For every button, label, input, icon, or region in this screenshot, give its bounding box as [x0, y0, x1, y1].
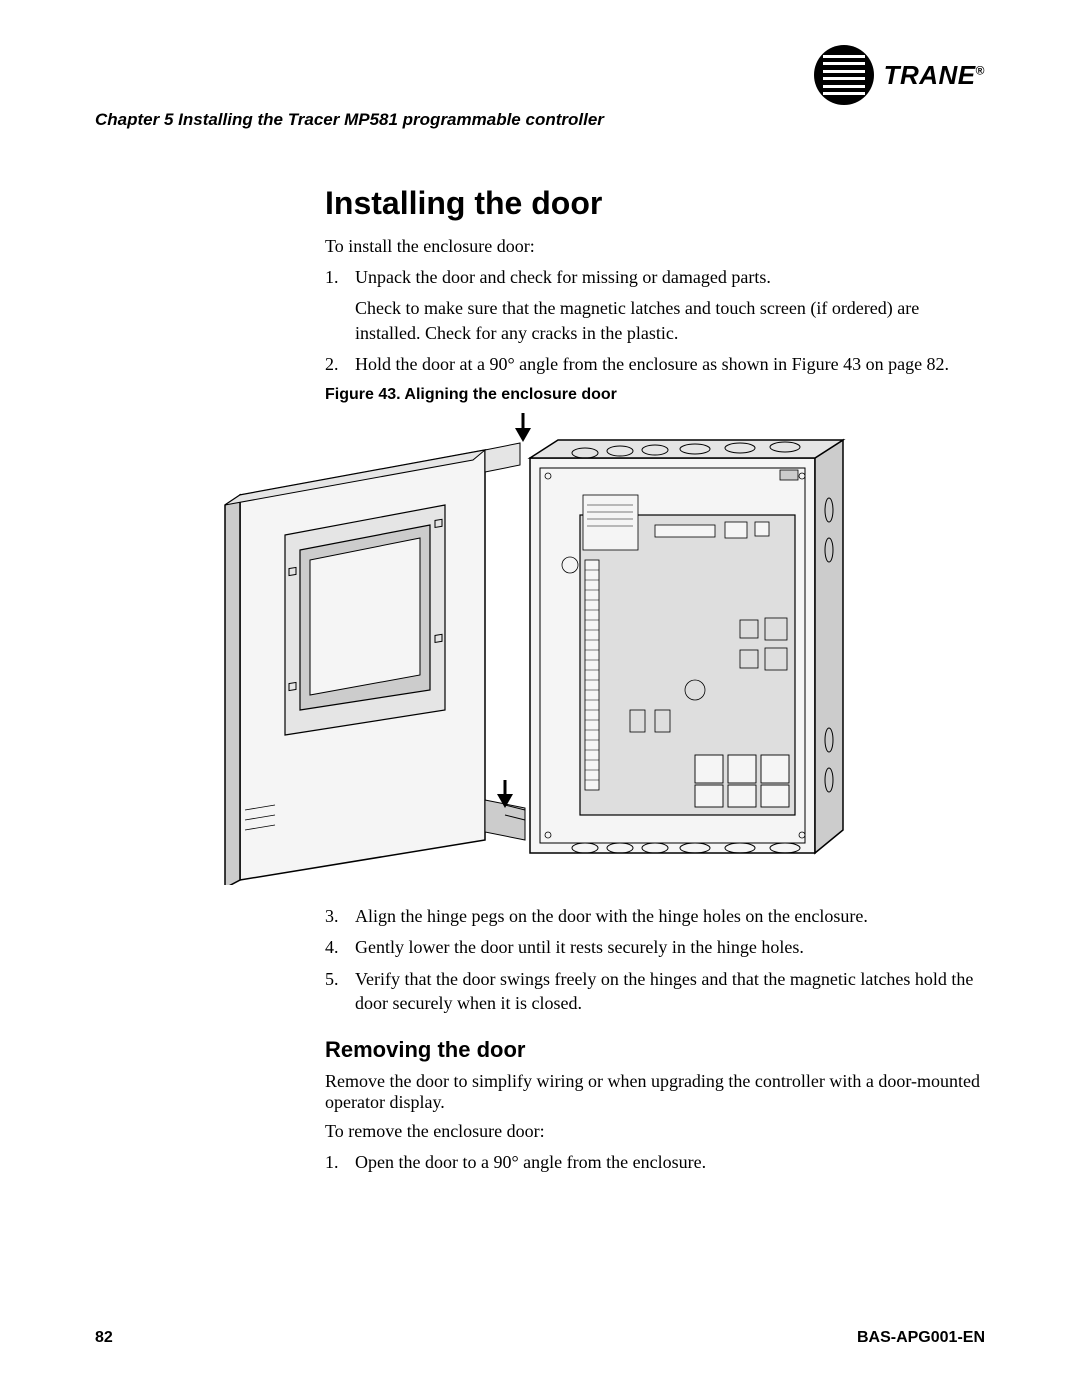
- step-1: Unpack the door and check for missing or…: [325, 265, 980, 345]
- doc-id: BAS-APG001-EN: [857, 1329, 985, 1347]
- logo-mark: [814, 45, 874, 105]
- page-number: 82: [95, 1329, 113, 1347]
- main-content: Installing the door To install the enclo…: [325, 185, 980, 1175]
- enclosure-door-diagram: [185, 410, 865, 885]
- figure-43: [185, 410, 980, 890]
- brand-logo: TRANE®: [814, 45, 985, 105]
- step-3: Align the hinge pegs on the door with th…: [325, 904, 980, 928]
- section-title: Installing the door: [325, 185, 980, 222]
- install-steps-bottom: Align the hinge pegs on the door with th…: [325, 904, 980, 1015]
- step-text: Align the hinge pegs on the door with th…: [355, 906, 868, 926]
- section-intro: To install the enclosure door:: [325, 236, 980, 257]
- subsection-para: Remove the door to simplify wiring or wh…: [325, 1071, 980, 1113]
- install-steps-top: Unpack the door and check for missing or…: [325, 265, 980, 376]
- door-panel: [225, 450, 485, 885]
- subsection-title: Removing the door: [325, 1037, 980, 1063]
- step-5: Verify that the door swings freely on th…: [325, 967, 980, 1016]
- arrow-top-icon: [515, 413, 531, 442]
- subsection-intro: To remove the enclosure door:: [325, 1121, 980, 1142]
- remove-step-1: Open the door to a 90° angle from the en…: [325, 1150, 980, 1174]
- step-text: Open the door to a 90° angle from the en…: [355, 1152, 706, 1172]
- step-text: Hold the door at a 90° angle from the en…: [355, 354, 949, 374]
- brand-name: TRANE®: [884, 60, 985, 91]
- enclosure-box: [530, 440, 843, 853]
- step-2: Hold the door at a 90° angle from the en…: [325, 352, 980, 376]
- figure-caption: Figure 43. Aligning the enclosure door: [325, 386, 980, 404]
- page-footer: 82 BAS-APG001-EN: [95, 1329, 985, 1347]
- step-text: Verify that the door swings freely on th…: [355, 969, 973, 1013]
- step-text: Unpack the door and check for missing or…: [355, 267, 771, 287]
- step-text: Gently lower the door until it rests sec…: [355, 937, 804, 957]
- step-sub: Check to make sure that the magnetic lat…: [355, 296, 980, 345]
- remove-steps: Open the door to a 90° angle from the en…: [325, 1150, 980, 1174]
- chapter-heading: Chapter 5 Installing the Tracer MP581 pr…: [95, 110, 985, 130]
- step-4: Gently lower the door until it rests sec…: [325, 935, 980, 959]
